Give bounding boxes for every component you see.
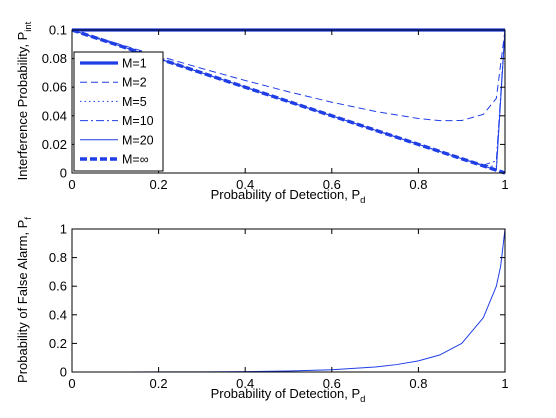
legend-label: M=∞ xyxy=(122,153,149,167)
y-tick-label: 0.06 xyxy=(42,80,67,95)
x-tick-label: 0 xyxy=(68,177,75,192)
y-tick-label: 0.02 xyxy=(42,137,67,152)
y-axis-label-bottom: Probability of False Alarm, Pf xyxy=(15,217,34,383)
false-alarm-chart: 0 0.2 0.4 0.6 0.8 1 0 0.2 0.4 0.6 0.8 1 Probability… xyxy=(15,217,509,405)
y-tick-label: 0.2 xyxy=(49,336,67,351)
y-tick-label: 0.4 xyxy=(49,307,67,322)
legend-label: M=10 xyxy=(122,114,154,128)
x-tick-label: 0.8 xyxy=(409,177,427,192)
plot-area-bottom xyxy=(72,229,505,372)
y-tick-label: 0.8 xyxy=(49,250,67,265)
legend-label: M=20 xyxy=(122,133,154,147)
y-axis-label-top: Interference Probability, Pint xyxy=(15,21,34,180)
legend-label: M=1 xyxy=(122,57,147,71)
x-tick-label: 1 xyxy=(501,376,508,391)
y-tick-label: 0.6 xyxy=(49,279,67,294)
x-tick-label: 0.2 xyxy=(150,177,168,192)
x-tick-label: 0.6 xyxy=(323,376,341,391)
x-axis-label-top: Probability of Detection, Pd xyxy=(211,187,366,206)
interference-chart: 0 0.2 0.4 0.6 0.8 100.020.040.060.080.1 M=1M=… xyxy=(15,21,509,206)
x-tick-label: 0.4 xyxy=(236,376,254,391)
x-tick-label: 1 xyxy=(501,177,508,192)
y-tick-label: 0.1 xyxy=(49,23,67,38)
x-axis-label-bottom: Probability of Detection, Pd xyxy=(211,386,366,405)
legend-label: M=2 xyxy=(122,76,147,90)
series-line-m xyxy=(71,28,506,175)
x-tick-label: 0.8 xyxy=(409,376,427,391)
y-tick-label: 0.08 xyxy=(42,51,67,66)
y-tick-label: 0 xyxy=(60,365,67,380)
y-tick-label: 1 xyxy=(60,222,67,237)
x-tick-label: 0.6 xyxy=(323,177,341,192)
axes-frame xyxy=(71,29,506,174)
x-tick-label: 0.2 xyxy=(150,376,168,391)
legend-box xyxy=(73,51,164,172)
axes-top: 0 0.2 0.4 0.6 0.8 1 0 0.02 0.04 0.06 0.08 0.1 xyxy=(42,23,509,193)
y-tick-label: 0 xyxy=(60,166,67,181)
axes-bottom: 0 0.2 0.4 0.6 0.8 1 0 0.2 0.4 0.6 0.8 1 xyxy=(49,222,509,392)
y-tick-label: 0.04 xyxy=(42,108,67,123)
legend: M=1 M=2 M=5 M=10 M=20 M=∞ xyxy=(73,51,164,172)
x-tick-label: 0 xyxy=(68,376,75,391)
legend-label: M=5 xyxy=(122,95,147,109)
x-tick-label: 0.4 xyxy=(236,177,254,192)
axes-frame xyxy=(71,228,506,373)
